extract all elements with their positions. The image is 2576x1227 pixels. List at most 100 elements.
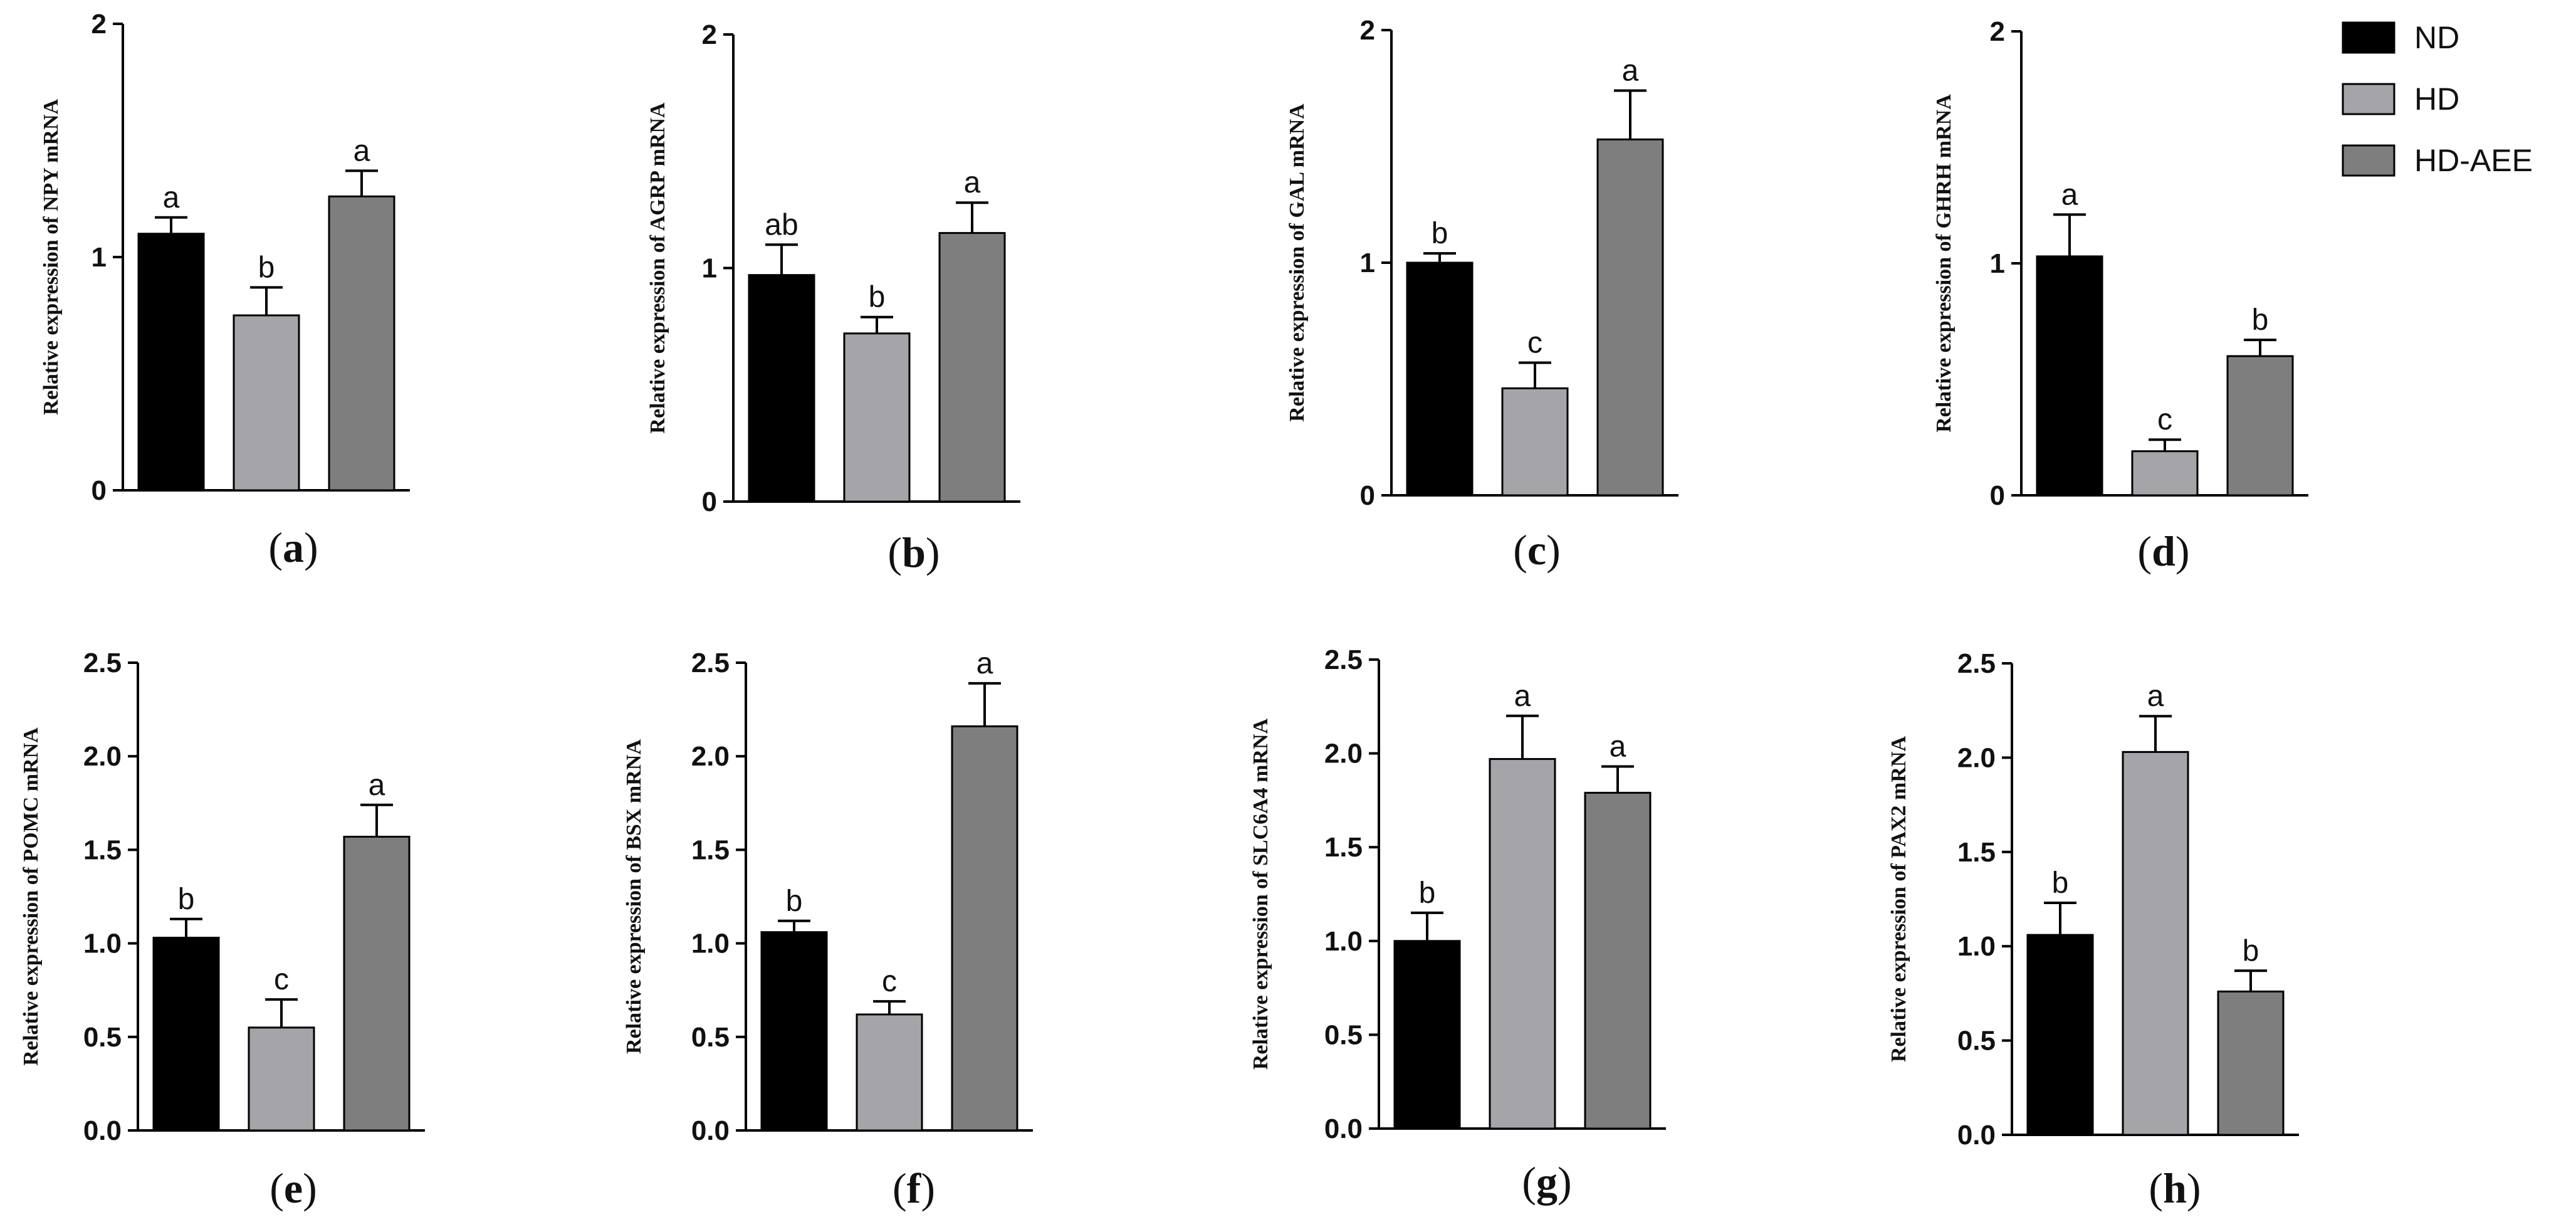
significance-label: b: [1432, 217, 1448, 250]
y-tick-label: 0.0: [1324, 1114, 1363, 1144]
y-axis-title: Relative expression of PAX2 mRNA: [1887, 736, 1910, 1062]
panel-caption: (b): [887, 529, 940, 576]
significance-label: a: [353, 134, 370, 167]
y-tick-label: 2.5: [691, 648, 730, 678]
y-tick-label: 0: [92, 475, 107, 506]
bar-hd: [233, 314, 300, 492]
y-tick-label: 1.0: [83, 929, 122, 959]
y-tick-label: 0: [1990, 480, 2005, 511]
bar-hd-aee: [2226, 355, 2294, 497]
significance-label: b: [1419, 877, 1436, 910]
bar-hd: [2131, 450, 2199, 497]
y-axis-title: Relative expression of GAL mRNA: [1285, 103, 1309, 422]
y-tick-label: 0.0: [83, 1115, 122, 1146]
y-axis-title: Relative expression of SLC6A4 mRNA: [1249, 718, 1272, 1070]
y-axis-title: Relative expression of GHRH mRNA: [1932, 94, 1956, 433]
significance-label: b: [258, 251, 275, 284]
y-axis-title: Relative expression of NPY mRNA: [39, 98, 63, 415]
panel-caption: (g): [1522, 1158, 1571, 1206]
bar-nd: [2026, 934, 2094, 1136]
bar-nd: [1393, 940, 1461, 1130]
panel-b: 0 1 2 Relative expression of AGRP mRNA ab b a (…: [646, 19, 1020, 576]
significance-label: b: [178, 883, 195, 916]
y-tick-label: 0.5: [691, 1022, 730, 1053]
y-tick-label: 0: [1360, 480, 1375, 511]
bar-hd-aee: [2217, 990, 2285, 1136]
panel-caption: (c): [1513, 526, 1561, 574]
y-tick-label: 2: [92, 9, 107, 39]
y-tick-label: 0.0: [1957, 1120, 1996, 1151]
legend-label-hd: HD: [2414, 82, 2459, 117]
panel-caption: (h): [2149, 1164, 2201, 1212]
bar-hd-aee: [343, 836, 411, 1132]
y-tick-label: 1: [92, 242, 107, 273]
significance-label: b: [2243, 934, 2259, 967]
significance-label: a: [1622, 54, 1639, 87]
y-tick-label: 1.5: [83, 835, 122, 865]
y-axis-title: Relative expression of BSX mRNA: [622, 739, 646, 1054]
y-tick-label: 2.0: [83, 741, 122, 772]
y-tick-label: 2: [702, 19, 717, 50]
y-tick-label: 2.0: [1324, 739, 1363, 769]
y-tick-label: 1: [702, 253, 717, 284]
y-tick-label: 2.5: [1324, 645, 1363, 675]
significance-label: c: [274, 963, 289, 996]
bar-hd-aee: [951, 725, 1018, 1132]
significance-label: a: [2061, 178, 2078, 211]
y-tick-label: 2.0: [1957, 742, 1996, 773]
bar-hd: [1501, 387, 1569, 497]
bar-nd: [152, 937, 220, 1132]
panel-c: 0 1 2 Relative expression of GAL mRNA b c a (c): [1285, 15, 1678, 574]
bar-hd-aee: [328, 195, 395, 492]
significance-label: c: [2157, 403, 2172, 436]
panel-f: 0.0 0.5 1.0 1.5 2.0 2.5 Relative expression of…: [622, 647, 1033, 1212]
panel-caption: (f): [893, 1164, 935, 1212]
significance-label: b: [869, 281, 886, 314]
y-tick-label: 2: [1990, 16, 2005, 47]
y-tick-label: 0.5: [83, 1022, 122, 1053]
significance-label: a: [964, 166, 981, 199]
y-tick-label: 2: [1360, 15, 1375, 46]
significance-label: a: [2147, 680, 2164, 713]
y-tick-label: 0.5: [1957, 1026, 1996, 1056]
bar-hd: [248, 1026, 315, 1132]
bar-nd: [1406, 261, 1474, 497]
y-tick-label: 1.5: [1957, 837, 1996, 868]
legend: ND HD HD-AEE: [2342, 20, 2533, 178]
y-tick-label: 1: [1360, 248, 1375, 278]
y-tick-label: 2.0: [691, 741, 730, 772]
significance-label: b: [786, 885, 803, 918]
legend-label-nd: ND: [2414, 20, 2459, 55]
y-tick-label: 1: [1990, 248, 2005, 279]
panel-d: 0 1 2 Relative expression of GHRH mRNA a c b (d…: [1932, 16, 2308, 575]
y-tick-label: 1.0: [1957, 931, 1996, 962]
significance-label: a: [1610, 730, 1626, 764]
bar-nd: [748, 274, 815, 503]
y-tick-label: 0.5: [1324, 1019, 1363, 1050]
bar-hd: [856, 1013, 923, 1132]
y-axis-title: Relative expression of AGRP mRNA: [646, 102, 669, 434]
y-tick-label: 2.5: [83, 648, 122, 678]
legend-label-hd-aee: HD-AEE: [2414, 143, 2533, 178]
significance-label: a: [976, 647, 993, 680]
y-tick-label: 2.5: [1957, 648, 1996, 679]
panel-e: 0.0 0.5 1.0 1.5 2.0 2.5 Relative expression of…: [19, 648, 425, 1212]
bar-hd-aee: [938, 232, 1006, 503]
y-axis-title: Relative expression of POMC mRNA: [19, 727, 43, 1066]
significance-label: a: [369, 769, 385, 802]
bar-hd-aee: [1584, 791, 1652, 1130]
legend-swatch-hd: [2342, 83, 2395, 115]
panel-caption: (d): [2137, 527, 2189, 575]
y-tick-label: 0.0: [691, 1115, 730, 1146]
significance-label: b: [2052, 866, 2069, 900]
y-tick-label: 1.5: [691, 835, 730, 865]
significance-label: a: [163, 181, 180, 214]
legend-swatch-nd: [2342, 21, 2395, 54]
y-tick-label: 1.0: [1324, 926, 1363, 957]
y-tick-label: 1.5: [1324, 832, 1363, 863]
bar-nd: [2036, 255, 2103, 497]
panel-h: 0.0 0.5 1.0 1.5 2.0 2.5 Relative expression of…: [1887, 648, 2299, 1212]
bar-hd: [2122, 750, 2189, 1136]
